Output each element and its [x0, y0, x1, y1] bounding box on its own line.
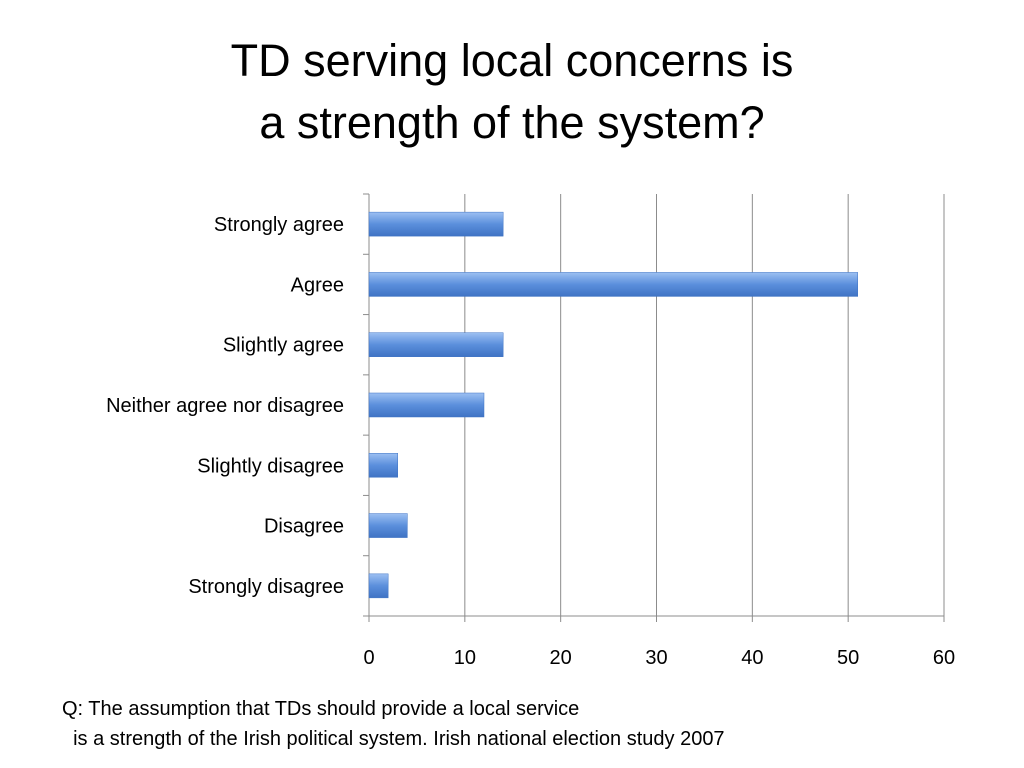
x-tick-label: 30 — [645, 647, 667, 669]
category-label: Strongly disagree — [188, 576, 344, 598]
caption-line-2: is a strength of the Irish political sys… — [62, 728, 725, 750]
bar-strongly-disagree — [368, 573, 389, 599]
bar-slightly-disagree — [368, 453, 398, 478]
bars — [368, 211, 858, 599]
category-label: Agree — [291, 274, 344, 296]
x-tick-label: 20 — [550, 647, 572, 669]
category-label: Disagree — [264, 516, 344, 538]
bar-slightly-agree — [368, 332, 504, 357]
x-tick-label: 10 — [454, 647, 476, 669]
category-label: Slightly disagree — [197, 455, 344, 477]
x-tick-label: 0 — [363, 647, 374, 669]
x-tick-label: 60 — [933, 647, 955, 669]
gridlines — [464, 194, 945, 616]
category-label: Neither agree nor disagree — [106, 395, 344, 417]
bar-strongly-agree — [368, 211, 504, 237]
slide-title-line-2: a strength of the system? — [259, 97, 765, 148]
category-label: Strongly agree — [214, 214, 344, 236]
caption-line-1: Q: The assumption that TDs should provid… — [62, 698, 580, 720]
x-tick-labels: 0 10 20 30 40 50 60 — [363, 647, 955, 669]
slide-title-line-1: TD serving local concerns is — [230, 35, 794, 86]
slide-title: TD serving local concerns is a strength … — [0, 30, 1024, 154]
chart-caption: Q: The assumption that TDs should provid… — [62, 694, 725, 754]
x-tick-label: 40 — [741, 647, 763, 669]
bar-neither-agree-nor-disagree — [368, 392, 485, 418]
x-tick-label: 50 — [837, 647, 859, 669]
bar-agree — [368, 272, 858, 297]
bar-disagree — [368, 513, 408, 538]
category-label: Slightly agree — [223, 335, 344, 357]
category-labels: Strongly agree Agree Slightly agree Neither… — [106, 214, 344, 598]
